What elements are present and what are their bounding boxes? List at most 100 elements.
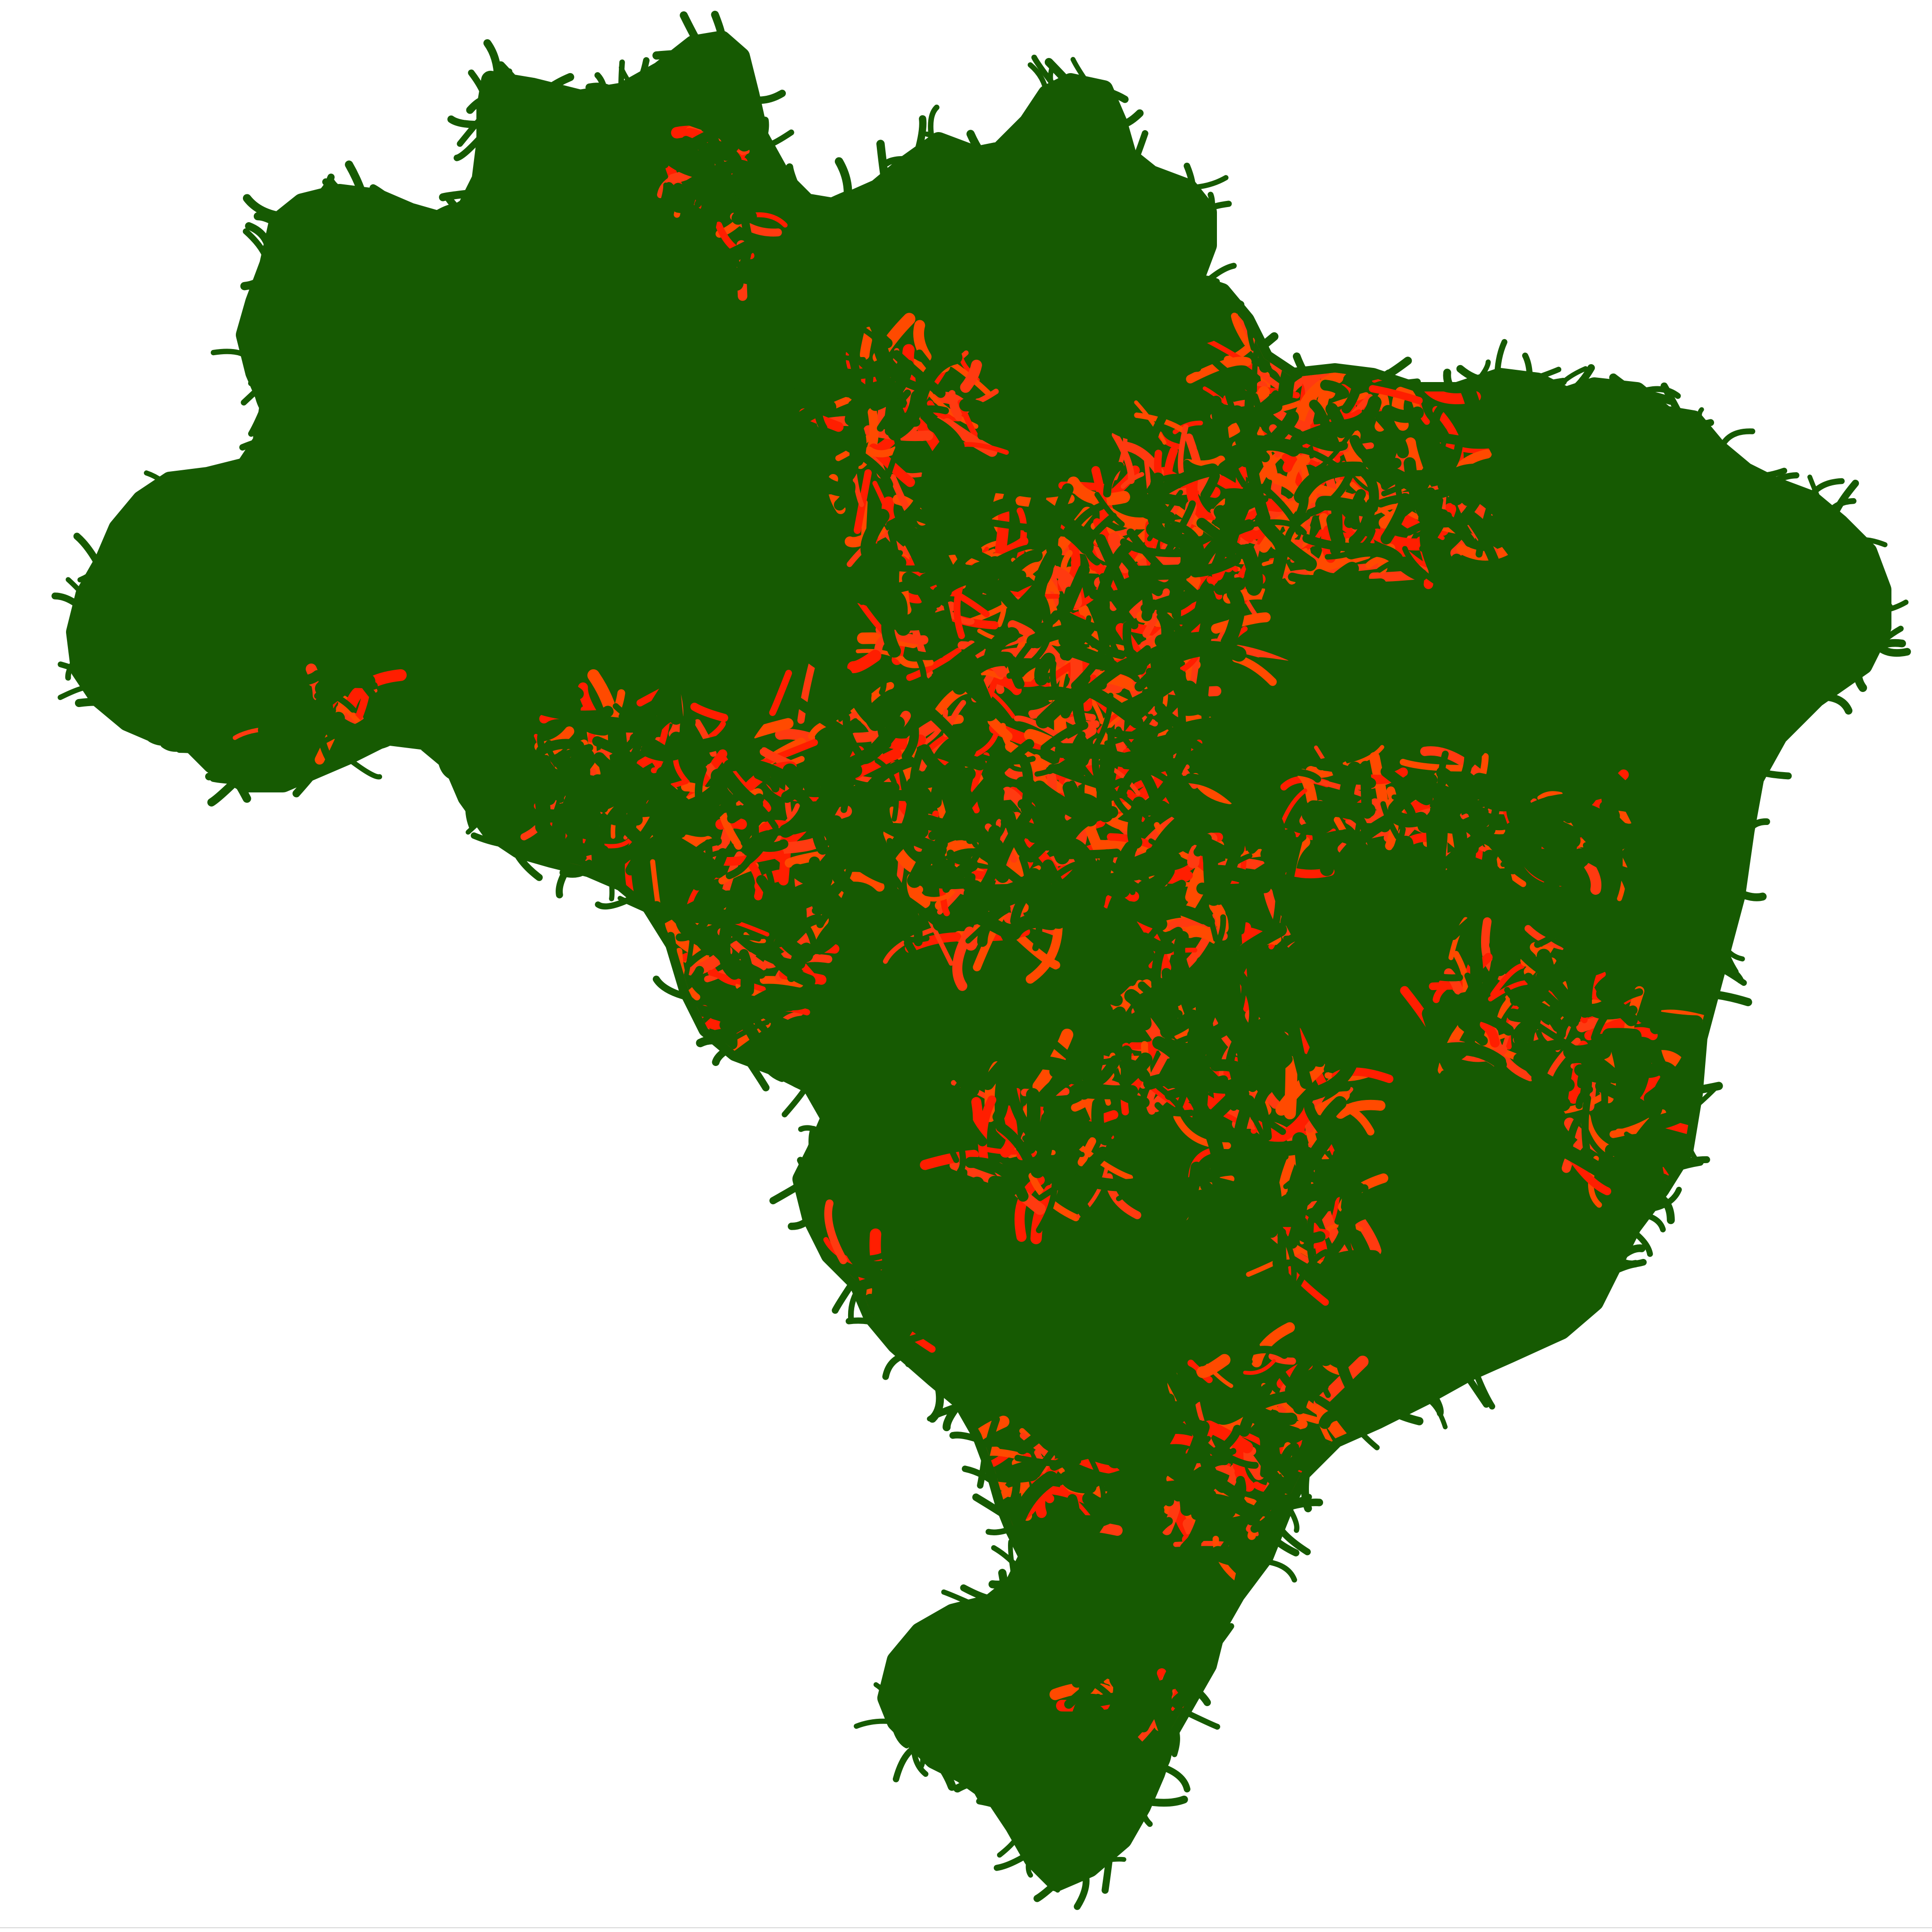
vegetation-stroke bbox=[1082, 1492, 1120, 1520]
vegetation-stroke bbox=[901, 693, 938, 708]
vegetation-stroke bbox=[318, 627, 351, 700]
vegetation-stroke bbox=[1237, 409, 1265, 448]
hotspot-stroke bbox=[883, 926, 939, 964]
edge-stroke bbox=[961, 147, 1003, 160]
vegetation-stroke bbox=[1375, 411, 1409, 458]
edge-stroke bbox=[652, 49, 687, 60]
edge-stroke bbox=[1179, 1707, 1220, 1730]
vegetation-stroke bbox=[981, 1053, 1016, 1090]
edge-stroke bbox=[509, 841, 543, 881]
vegetation-stroke bbox=[1211, 1546, 1254, 1568]
vegetation-stroke bbox=[1632, 758, 1682, 802]
vegetation-stroke bbox=[1108, 1725, 1132, 1770]
vegetation-stroke bbox=[1548, 921, 1591, 984]
vegetation-stroke bbox=[1504, 987, 1525, 1010]
edge-stroke bbox=[724, 70, 750, 85]
vegetation-stroke bbox=[1520, 999, 1565, 1033]
vegetation-stroke bbox=[677, 242, 710, 272]
vegetation-stroke bbox=[1091, 1706, 1112, 1757]
vegetation-stroke bbox=[1197, 1093, 1236, 1124]
vegetation-stroke bbox=[274, 716, 313, 764]
vegetation-stroke bbox=[1162, 1033, 1203, 1052]
vegetation-stroke bbox=[1561, 848, 1588, 919]
vegetation-stroke bbox=[1175, 727, 1191, 765]
vegetation-stroke bbox=[1030, 545, 1062, 610]
vegetation-stroke bbox=[1481, 427, 1515, 487]
vegetation-stroke bbox=[1234, 1397, 1302, 1441]
edge-stroke bbox=[1207, 1623, 1234, 1657]
vegetation-stroke bbox=[1316, 829, 1357, 845]
edge-stroke bbox=[1130, 1776, 1149, 1823]
edge-stroke bbox=[933, 1757, 957, 1791]
vegetation-stroke bbox=[1261, 1256, 1289, 1324]
edge-stroke bbox=[1720, 941, 1745, 962]
edge-stroke bbox=[887, 1677, 921, 1692]
edge-stroke bbox=[279, 205, 298, 251]
edge-stroke bbox=[1767, 691, 1799, 721]
vegetation-stroke bbox=[1380, 826, 1406, 863]
vegetation-stroke bbox=[709, 241, 755, 270]
vegetation-stroke bbox=[745, 792, 779, 831]
vegetation-stroke bbox=[995, 370, 1038, 382]
vegetation-stroke bbox=[990, 1466, 1040, 1483]
vegetation-stroke bbox=[1161, 968, 1179, 1015]
vegetation-stroke bbox=[314, 657, 382, 712]
vegetation-stroke bbox=[1278, 593, 1300, 640]
vegetation-stroke bbox=[834, 575, 860, 627]
vegetation-stroke bbox=[1297, 447, 1339, 469]
vegetation-stroke bbox=[1232, 1095, 1255, 1161]
edge-stroke bbox=[209, 773, 245, 785]
vegetation-stroke bbox=[264, 670, 323, 687]
vegetation-stroke bbox=[886, 470, 932, 531]
edge-stroke bbox=[1718, 471, 1752, 483]
vegetation-stroke bbox=[909, 350, 963, 417]
edge-stroke bbox=[993, 1850, 1033, 1871]
edge-stroke bbox=[988, 1579, 1019, 1589]
vegetation-stroke bbox=[949, 858, 979, 889]
vegetation-stroke bbox=[877, 702, 891, 749]
hotspot-stroke bbox=[898, 656, 934, 668]
vegetation-stroke bbox=[1230, 1475, 1247, 1509]
hotspot-stroke bbox=[1016, 508, 1027, 565]
vegetation-stroke bbox=[988, 1175, 1017, 1197]
edge-stroke bbox=[429, 216, 450, 250]
vegetation-stroke bbox=[1455, 1009, 1514, 1036]
vegetation-stroke bbox=[1305, 817, 1318, 854]
vegetation-stroke bbox=[1036, 683, 1091, 729]
edge-stroke bbox=[65, 653, 82, 681]
vegetation-stroke bbox=[933, 910, 983, 932]
edge-stroke bbox=[1280, 1499, 1324, 1512]
vegetation-stroke bbox=[918, 564, 992, 588]
edge-stroke bbox=[258, 386, 278, 421]
vegetation-stroke bbox=[1146, 895, 1176, 909]
edge-stroke bbox=[137, 498, 144, 536]
vegetation-stroke bbox=[941, 593, 957, 647]
vegetation-stroke bbox=[1251, 393, 1266, 427]
edge-stroke bbox=[144, 470, 168, 486]
edge-stroke bbox=[594, 72, 608, 98]
vegetation-stroke bbox=[923, 848, 946, 883]
edge-stroke bbox=[1420, 1395, 1448, 1430]
edge-stroke bbox=[395, 724, 434, 742]
vegetation-stroke bbox=[874, 758, 899, 822]
vegetation-stroke bbox=[1388, 551, 1428, 582]
edge-stroke bbox=[876, 140, 890, 186]
vegetation-stroke bbox=[1280, 422, 1348, 452]
edge-stroke bbox=[556, 859, 575, 899]
vegetation-stroke bbox=[1278, 1442, 1299, 1474]
hotspot-stroke bbox=[1164, 446, 1178, 480]
edge-stroke bbox=[1471, 1366, 1495, 1410]
vegetation-stroke bbox=[1563, 788, 1608, 818]
vegetation-stroke bbox=[1440, 1070, 1478, 1100]
edge-stroke bbox=[1660, 382, 1685, 422]
vegetation-stroke bbox=[955, 761, 1006, 822]
vegetation-stroke bbox=[1146, 805, 1199, 856]
vegetation-stroke bbox=[1202, 833, 1217, 893]
edge-stroke bbox=[758, 117, 769, 146]
vegetation-stroke bbox=[1444, 441, 1463, 475]
edge-stroke bbox=[1728, 757, 1766, 768]
vegetation-stroke bbox=[891, 350, 946, 398]
edge-stroke bbox=[1627, 1226, 1653, 1257]
edge-stroke bbox=[705, 37, 723, 79]
edge-stroke bbox=[439, 189, 478, 201]
